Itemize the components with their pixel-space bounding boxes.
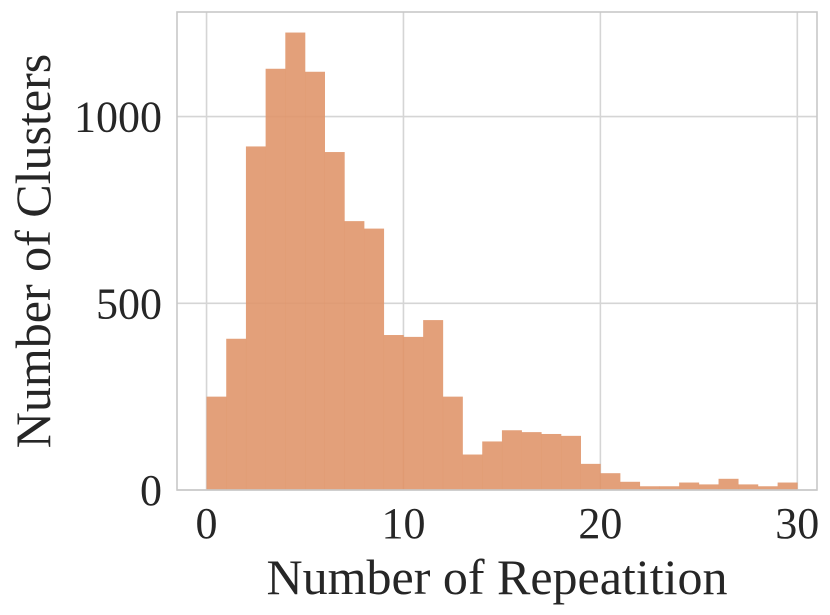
y-tick-label: 500	[96, 279, 162, 328]
histogram-bar	[206, 396, 227, 490]
histogram-bar	[305, 71, 325, 490]
y-tick-label: 1000	[74, 93, 162, 142]
grid-lines	[177, 12, 817, 491]
histogram-bar	[718, 478, 739, 490]
x-tick-label: 20	[578, 499, 622, 548]
histogram-bar	[344, 221, 365, 490]
y-axis-title: Number of Clusters	[5, 54, 61, 448]
histogram-bar	[659, 486, 680, 490]
histogram-bar	[620, 481, 641, 490]
x-axis-title: Number of Repeatition	[267, 549, 728, 605]
x-tick-label: 0	[196, 499, 218, 548]
histogram-bar	[226, 338, 247, 490]
histogram-bar	[639, 486, 660, 490]
y-axis-ticks: 0 500 1000	[74, 93, 162, 515]
histogram-bar	[757, 486, 778, 490]
y-tick-label: 0	[140, 466, 162, 515]
histogram-bar	[482, 441, 503, 490]
histogram-bar	[561, 435, 581, 490]
histogram-bar	[580, 463, 601, 490]
histogram-bar	[777, 482, 798, 490]
histogram-bar	[442, 396, 463, 490]
x-tick-label: 30	[775, 499, 819, 548]
histogram-bar	[245, 146, 266, 490]
histogram-bar	[679, 482, 700, 490]
histogram-bar	[364, 228, 385, 490]
x-axis-ticks: 0 10 20 30	[196, 499, 820, 548]
histogram-bar	[403, 336, 424, 490]
histogram-bar	[698, 484, 719, 490]
histogram-bar	[285, 32, 306, 490]
plot-frame	[176, 11, 818, 491]
histogram-bar	[541, 433, 562, 490]
histogram-bar	[521, 432, 542, 490]
histogram-bar	[324, 152, 345, 490]
histogram-bar	[462, 454, 483, 490]
histogram-bar	[738, 484, 759, 490]
histogram-bar	[501, 430, 522, 490]
histogram-bar	[265, 68, 286, 490]
histogram-bar	[423, 320, 444, 490]
histogram-bar	[600, 473, 621, 490]
histogram-bars	[206, 32, 798, 490]
histogram-bar	[383, 335, 404, 490]
x-tick-label: 10	[381, 499, 425, 548]
